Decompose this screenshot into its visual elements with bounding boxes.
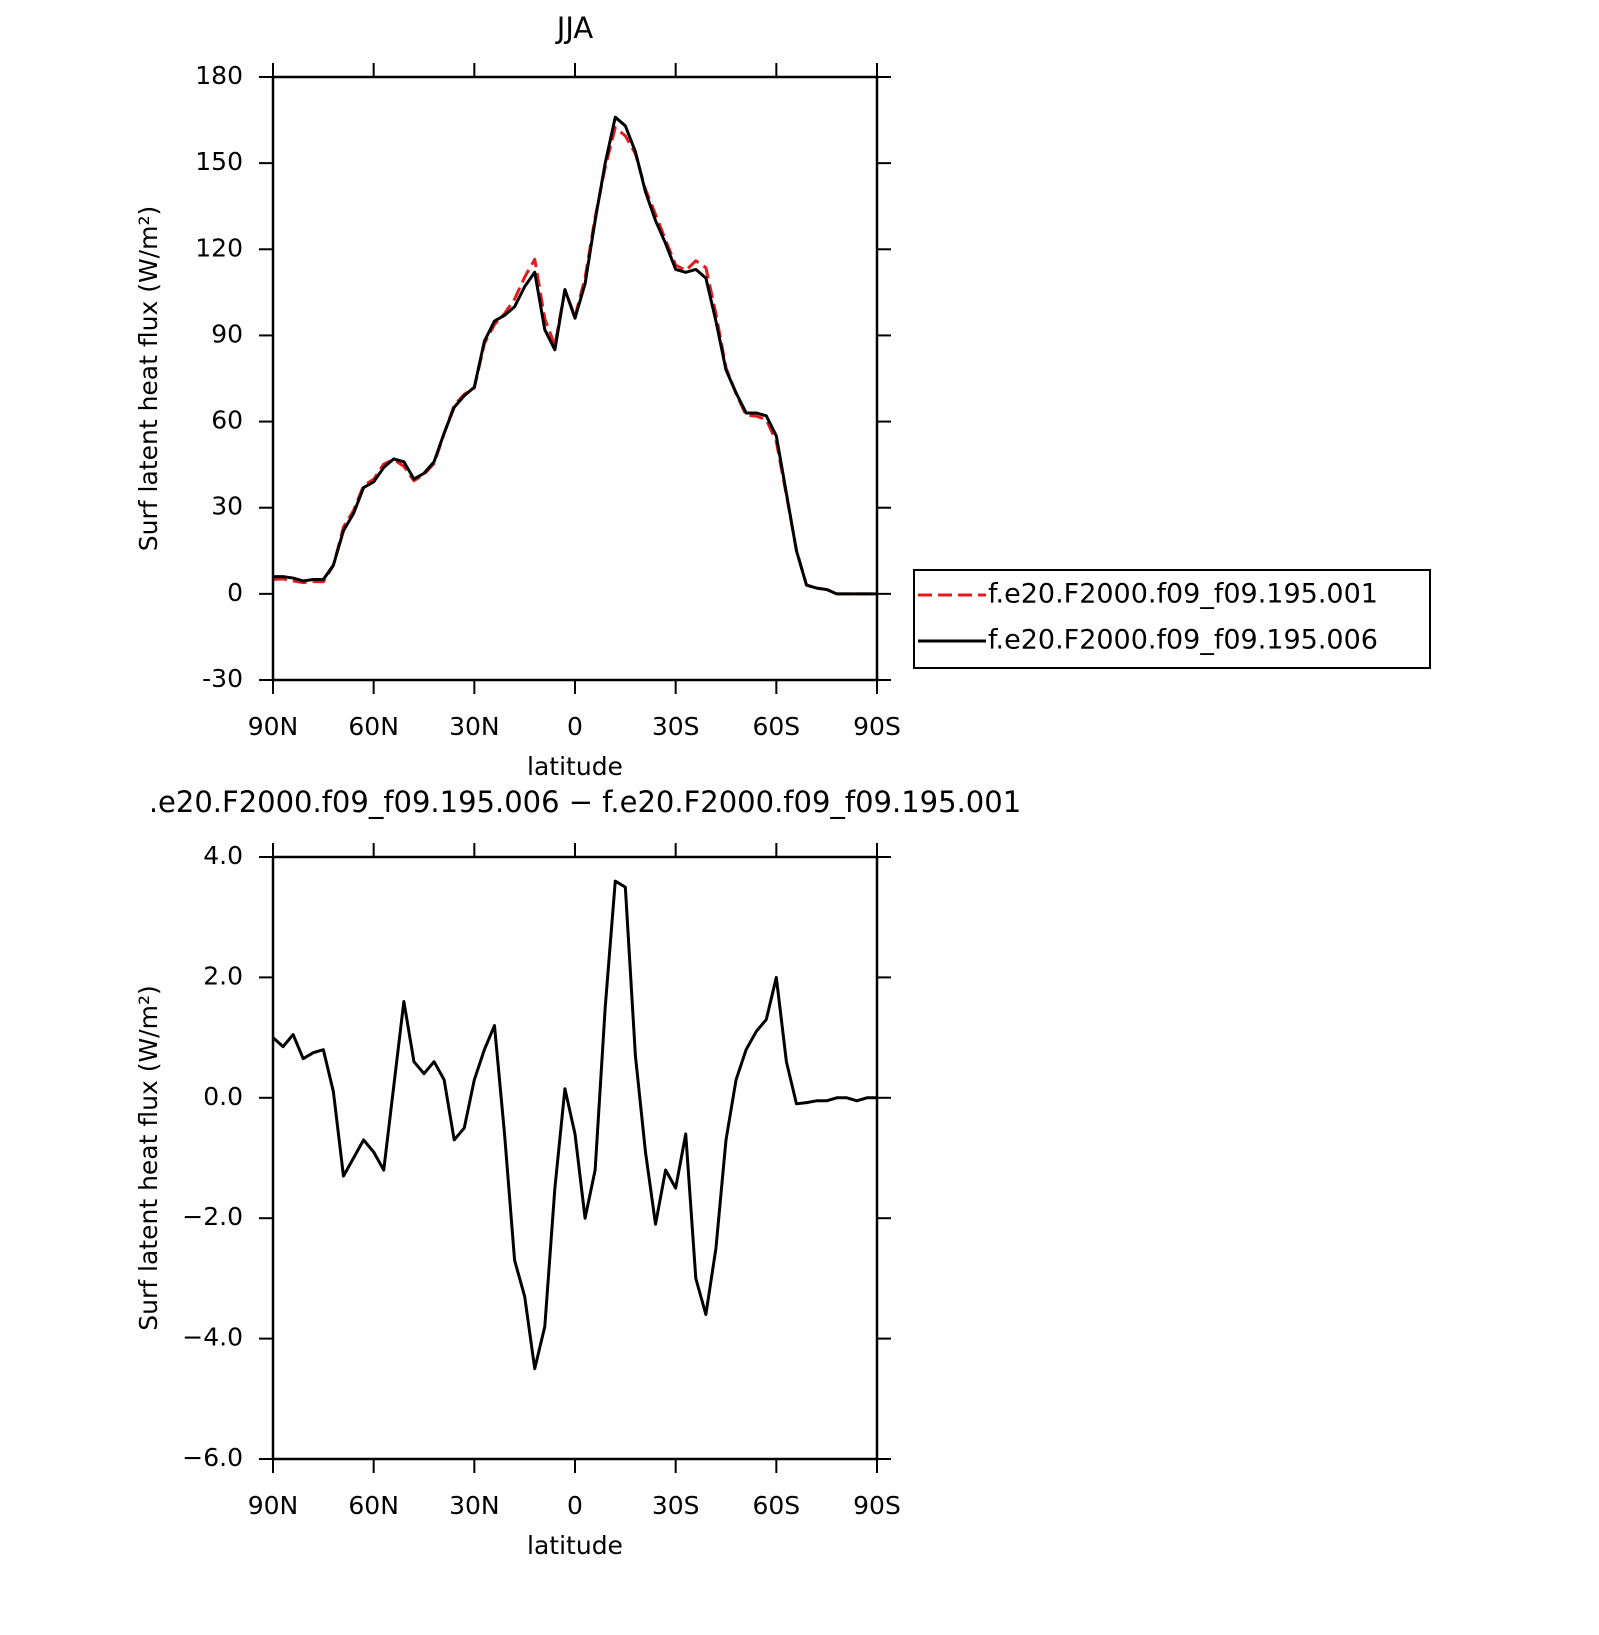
- y-tick-label: −6.0: [182, 1443, 243, 1472]
- data-line: [271, 879, 877, 1371]
- x-tick-label: 60S: [752, 712, 800, 741]
- y-tick-label: 0.0: [203, 1082, 243, 1111]
- y-tick-label: 0: [227, 578, 243, 607]
- y-tick-label: −2.0: [182, 1202, 243, 1231]
- x-tick-label: 0: [567, 712, 583, 741]
- series-line: [273, 115, 877, 596]
- series-line: [272, 126, 877, 596]
- x-tick-label: 90S: [853, 1491, 901, 1520]
- y-tick-label: 120: [195, 233, 243, 262]
- plot-frame: [271, 75, 879, 682]
- legend-box: [913, 569, 1431, 669]
- x-tick-label: 90N: [248, 1491, 299, 1520]
- legend-label: f.e20.F2000.f09_f09.195.006: [988, 625, 1378, 656]
- y-tick-label: 150: [195, 147, 243, 176]
- y-tick-label: 2.0: [203, 961, 243, 990]
- x-tick-label: 30N: [449, 1491, 500, 1520]
- x-tick-label: 60N: [348, 712, 399, 741]
- chart-title: JJA: [555, 11, 594, 45]
- x-tick-label: 30S: [652, 712, 700, 741]
- y-tick-label: 60: [211, 406, 243, 435]
- y-tick-label: −4.0: [182, 1323, 243, 1352]
- y-tick-label: 90: [211, 319, 243, 348]
- y-axis-label: Surf latent heat flux (W/m²): [134, 206, 163, 551]
- x-axis-label: latitude: [527, 752, 623, 781]
- y-tick-label: -30: [202, 664, 243, 693]
- x-tick-label: 0: [567, 1491, 583, 1520]
- x-tick-label: 90S: [853, 712, 901, 741]
- x-tick-label: 30S: [652, 1491, 700, 1520]
- y-tick-label: 30: [211, 492, 243, 521]
- y-axis-label: Surf latent heat flux (W/m²): [134, 985, 163, 1330]
- x-tick-label: 30N: [449, 712, 500, 741]
- y-tick-label: 180: [195, 61, 243, 90]
- x-tick-label: 60N: [348, 1491, 399, 1520]
- y-tick-label: 4.0: [203, 841, 243, 870]
- x-axis-label: latitude: [527, 1531, 623, 1560]
- chart-title: .e20.F2000.f09_f09.195.006 − f.e20.F2000…: [149, 785, 1021, 819]
- plot-frame: [271, 855, 879, 1461]
- x-tick-label: 90N: [248, 712, 299, 741]
- legend-label: f.e20.F2000.f09_f09.195.001: [988, 579, 1378, 610]
- x-tick-label: 60S: [752, 1491, 800, 1520]
